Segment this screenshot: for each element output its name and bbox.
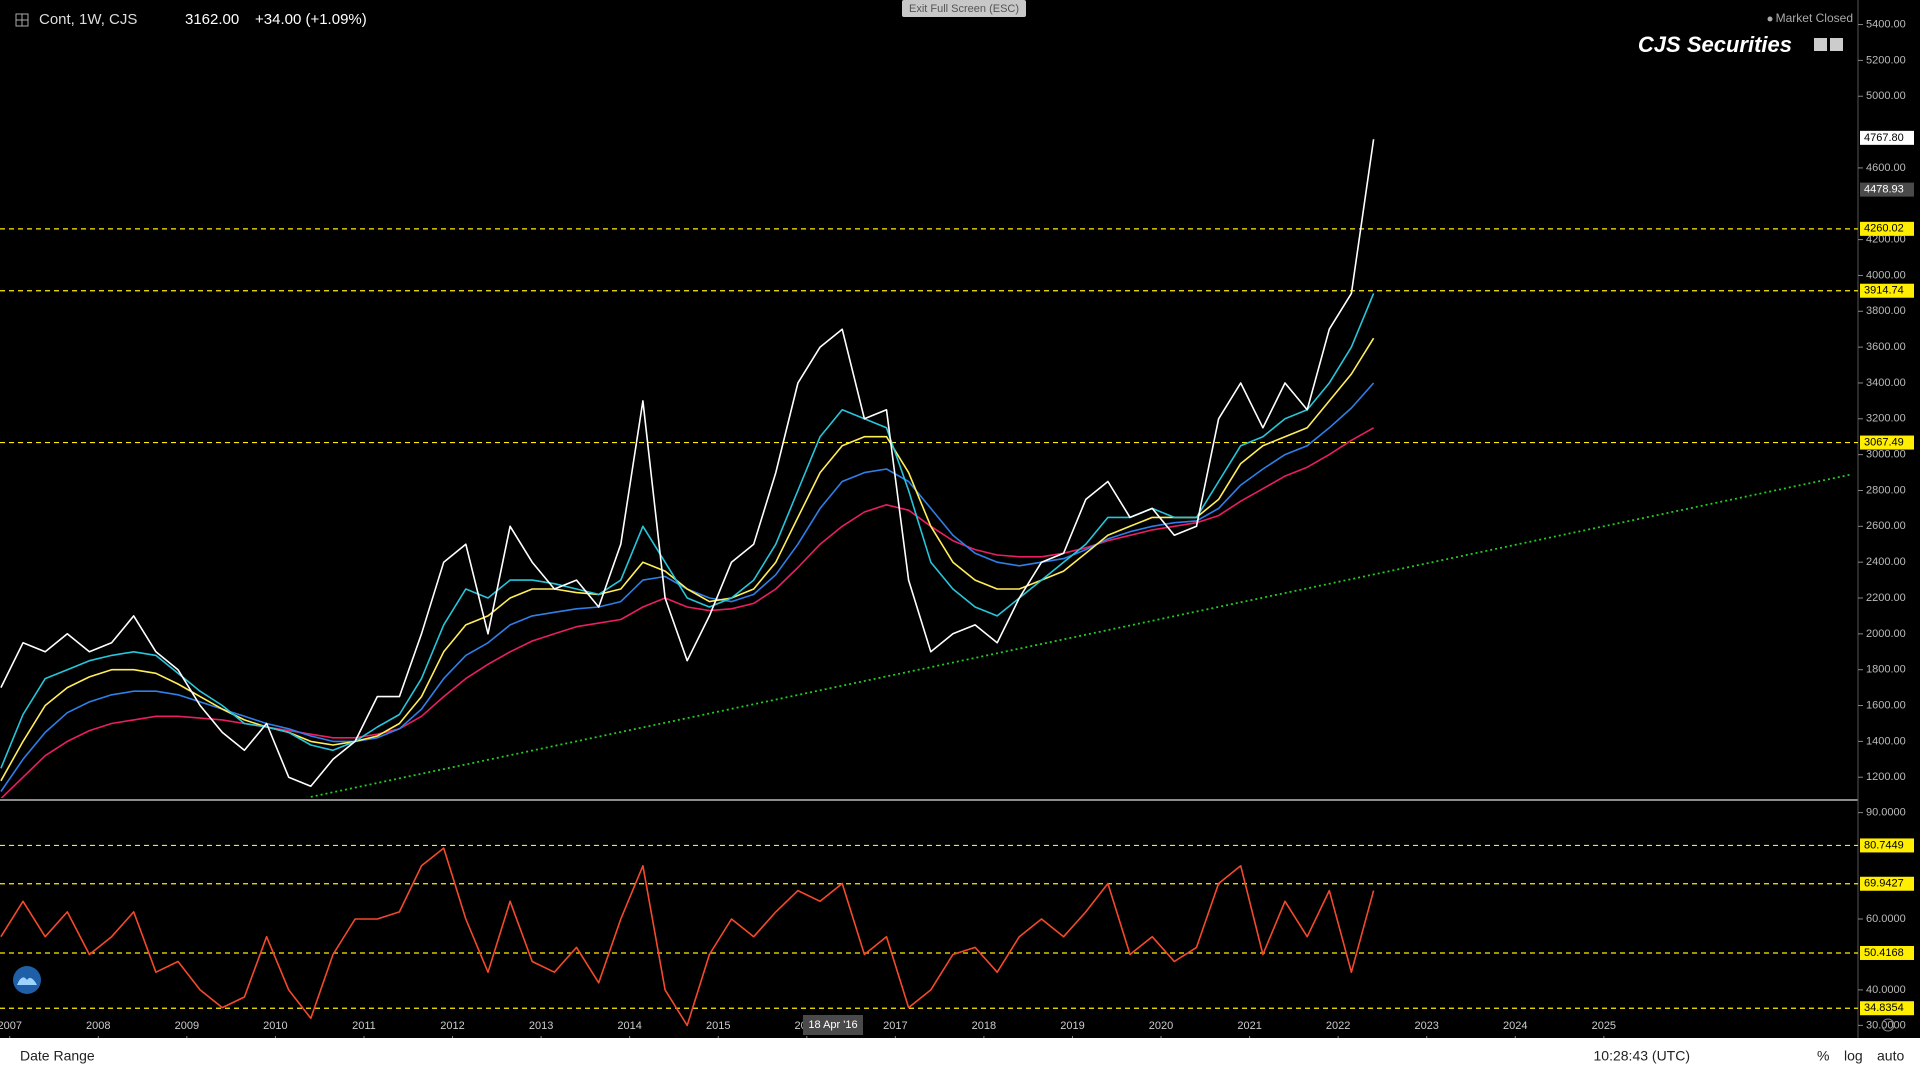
x-tick-label: 2013: [529, 1020, 553, 1032]
x-tick-label: 2011: [352, 1020, 376, 1032]
price-tag: [1860, 182, 1914, 197]
y-tick-label: 3600.00: [1866, 341, 1906, 353]
symbol-title[interactable]: Cont, 1W, CJS: [39, 11, 137, 28]
brand: CJS Securities: [1638, 32, 1792, 57]
y-tick-label: 4600.00: [1866, 162, 1906, 174]
date-range[interactable]: Date Range: [20, 1048, 95, 1064]
y-tick-label: 5000.00: [1866, 90, 1906, 102]
x-tick-label: 2024: [1503, 1020, 1527, 1032]
series-line: [0, 847, 1375, 1027]
level-tag: [1860, 945, 1914, 960]
level-tag: [1860, 838, 1914, 853]
level-label: 80.7449: [1864, 839, 1904, 851]
y-tick-label: 60.0000: [1866, 913, 1906, 925]
footer-bar: [0, 1038, 1920, 1080]
y-tick-label: 90.0000: [1866, 807, 1906, 819]
y-tick-label: 2200.00: [1866, 592, 1906, 604]
log-toggle[interactable]: log: [1844, 1048, 1863, 1064]
x-tick-label: 2012: [440, 1020, 464, 1032]
x-tick-label: 2019: [1060, 1020, 1084, 1032]
level-tag: [1860, 435, 1914, 450]
series-line: [0, 427, 1374, 798]
x-tick-label: 2020: [1149, 1020, 1173, 1032]
y-tick-label: 1600.00: [1866, 699, 1906, 711]
x-tick-label: 2015: [706, 1020, 730, 1032]
y-tick-label: 2400.00: [1866, 556, 1906, 568]
y-tick-label: 4200.00: [1866, 234, 1906, 246]
x-tick-label: 2025: [1592, 1020, 1616, 1032]
y-tick-label: 1800.00: [1866, 664, 1906, 676]
market-status: Market Closed: [1776, 11, 1853, 25]
crosshair-date: 18 Apr '16: [808, 1019, 857, 1031]
y-tick-label: 1200.00: [1866, 771, 1906, 783]
x-tick-label: 2021: [1237, 1020, 1261, 1032]
y-tick-label: 3000.00: [1866, 449, 1906, 461]
trend-line: [310, 473, 1852, 798]
y-tick-label: 3400.00: [1866, 377, 1906, 389]
x-tick-label: 2022: [1326, 1020, 1350, 1032]
axes: 1200.00 1400.00 1600.00 1800.00 2000.00 2200.…: [0, 18, 1914, 1038]
y-tick-label: 40.0000: [1866, 984, 1906, 996]
y-tick-label: 1400.00: [1866, 735, 1906, 747]
x-tick-label: 2009: [175, 1020, 199, 1032]
level-label: 3914.74: [1864, 285, 1904, 297]
y-tick-label: 3200.00: [1866, 413, 1906, 425]
logo-shape: [17, 977, 37, 985]
settings-icon[interactable]: [1881, 1018, 1895, 1032]
y-tick-label: 2000.00: [1866, 628, 1906, 640]
y-tick-label: 2800.00: [1866, 484, 1906, 496]
exit-fullscreen-button[interactable]: [902, 0, 1026, 17]
price-tag: [1860, 130, 1914, 145]
price-tag-label: 4767.80: [1864, 132, 1904, 144]
level-tag: [1860, 876, 1914, 891]
level-label: 4260.02: [1864, 223, 1904, 235]
level-label: 69.9427: [1864, 878, 1904, 890]
y-tick-label: 30.0000: [1866, 1019, 1906, 1031]
x-tick-label: 2017: [883, 1020, 907, 1032]
last-close: 3162.00: [185, 11, 239, 28]
pane-button[interactable]: [1830, 38, 1843, 51]
x-tick-label: 2007: [0, 1020, 22, 1032]
crosshair-date-box: [803, 1015, 863, 1035]
rsi-pane: [0, 844, 1858, 1027]
y-tick-label: 5400.00: [1866, 18, 1906, 30]
clock: 10:28:43 (UTC): [1594, 1048, 1690, 1064]
level-label: 3067.49: [1864, 436, 1904, 448]
x-tick-label: 2008: [86, 1020, 110, 1032]
change: +34.00 (+1.09%): [255, 11, 367, 28]
price-pane: [0, 139, 1858, 798]
level-tag: [1860, 283, 1914, 298]
auto-toggle[interactable]: auto: [1877, 1048, 1904, 1064]
x-tick-label: 2018: [972, 1020, 996, 1032]
y-tick-label: 4000.00: [1866, 269, 1906, 281]
level-label: 50.4168: [1864, 947, 1904, 959]
series-line: [0, 139, 1375, 787]
y-tick-label: 2600.00: [1866, 520, 1906, 532]
y-tick-label: 3800.00: [1866, 305, 1906, 317]
background: [0, 0, 1920, 1038]
level-label: 34.8354: [1864, 1002, 1904, 1014]
status-dot: [1767, 16, 1773, 22]
pane-button[interactable]: [1814, 38, 1827, 51]
x-tick-label: 2014: [617, 1020, 641, 1032]
x-tick-label: 2010: [263, 1020, 287, 1032]
percent-toggle[interactable]: %: [1817, 1048, 1829, 1064]
series-line: [0, 337, 1375, 782]
price-tag-label: 4478.93: [1864, 184, 1904, 196]
level-tag: [1860, 221, 1914, 236]
level-tag: [1860, 1001, 1914, 1016]
y-tick-label: 5200.00: [1866, 54, 1906, 66]
exit-fullscreen-label[interactable]: Exit Full Screen (ESC): [909, 3, 1019, 15]
x-tick-label: 2023: [1414, 1020, 1438, 1032]
